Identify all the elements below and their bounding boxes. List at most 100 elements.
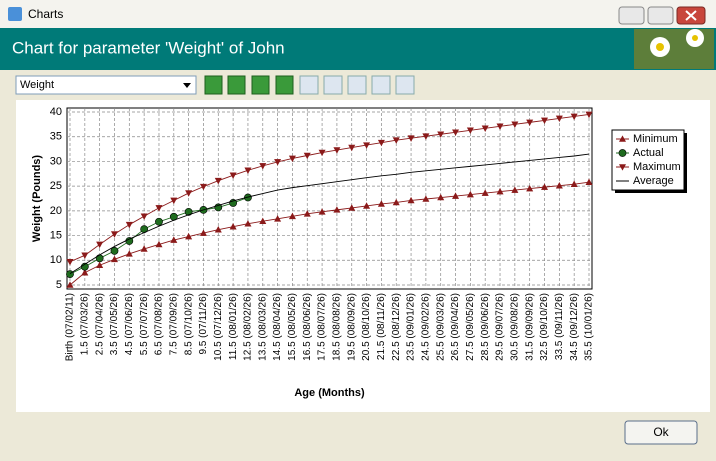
x-tick-label: 30.5 (09/08/26) — [509, 293, 520, 361]
x-tick-label: 34.5 (09/12/26) — [569, 293, 580, 361]
marker — [155, 205, 163, 212]
marker — [466, 127, 474, 134]
series-line — [69, 181, 590, 286]
marker — [155, 217, 163, 226]
marker — [259, 217, 267, 225]
x-tick-label: 20.5 (08/10/26) — [361, 293, 372, 361]
marker — [452, 129, 460, 136]
marker — [555, 115, 563, 123]
marker — [618, 149, 627, 157]
marker — [110, 255, 118, 263]
x-tick-label: 8.5 (07/10/26) — [183, 293, 194, 355]
flower-center — [656, 43, 664, 51]
marker — [618, 135, 627, 142]
marker — [407, 196, 415, 204]
marker — [303, 210, 311, 217]
x-tick-label: 19.5 (08/09/26) — [346, 293, 357, 361]
maximize-button[interactable] — [647, 6, 674, 25]
y-tick-label: 5 — [56, 279, 62, 291]
marker — [377, 200, 385, 207]
close-icon — [685, 10, 697, 21]
legend-label: Minimum — [633, 133, 678, 145]
x-tick-label: 28.5 (09/06/26) — [480, 293, 491, 361]
marker — [422, 195, 430, 202]
right-button[interactable] — [275, 75, 294, 95]
marker — [526, 119, 534, 127]
x-tick-label: Birth (07/02/11) — [65, 293, 76, 361]
x-tick-label: 10.5 (07/12/26) — [213, 293, 224, 361]
x-tick-label: 1.5 (07/03/26) — [79, 293, 90, 355]
marker — [199, 229, 207, 236]
marker — [244, 220, 252, 227]
title-bar — [0, 0, 716, 28]
marker — [110, 231, 118, 238]
marker — [66, 258, 74, 266]
marker — [140, 245, 148, 252]
x-tick-label: 18.5 (08/08/26) — [332, 293, 343, 361]
marker — [81, 269, 89, 276]
y-tick-label: 20 — [50, 205, 62, 217]
marker — [96, 261, 104, 269]
marker — [155, 240, 163, 248]
marker — [333, 206, 341, 213]
marker — [496, 187, 504, 195]
x-tick-label: 29.5 (09/07/26) — [495, 293, 506, 361]
y-tick-label: 30 — [50, 155, 62, 167]
marker — [511, 186, 519, 193]
marker — [214, 177, 222, 185]
dropdown[interactable] — [15, 75, 197, 95]
footer — [0, 412, 716, 461]
legend-label: Maximum — [633, 161, 681, 173]
plot-area — [66, 107, 593, 290]
app-icon — [8, 7, 22, 21]
marker — [363, 202, 371, 209]
x-tick-label: 26.5 (09/04/26) — [450, 293, 461, 361]
x-tick-label: 6.5 (07/08/26) — [154, 293, 165, 355]
x-tick-label: 5.5 (07/07/26) — [139, 293, 150, 355]
zoom-out-button[interactable] — [347, 75, 367, 95]
dropdown-text: Weight — [20, 79, 54, 91]
flower-center — [692, 35, 698, 41]
undo-button[interactable] — [371, 75, 391, 95]
toolbar-buttons — [204, 75, 415, 95]
marker — [348, 204, 356, 211]
marker — [526, 184, 534, 192]
y-tick-label: 35 — [50, 131, 62, 143]
zoom-in-button[interactable] — [323, 75, 343, 95]
marker — [185, 232, 193, 240]
marker — [407, 135, 415, 142]
down-button[interactable] — [227, 75, 246, 95]
marker — [318, 208, 326, 215]
marker — [511, 121, 519, 128]
minimize-button[interactable] — [618, 6, 645, 25]
marker — [363, 142, 371, 149]
x-tick-label: 4.5 (07/06/26) — [124, 293, 135, 355]
marker — [437, 193, 445, 201]
x-tick-label: 31.5 (09/09/26) — [524, 293, 535, 361]
x-tick-label: 17.5 (08/07/26) — [317, 293, 328, 361]
marker — [110, 246, 119, 255]
marker — [541, 183, 549, 190]
marker — [199, 183, 207, 191]
marker — [452, 192, 460, 199]
marker — [288, 212, 296, 220]
x-tick-label: 16.5 (08/06/26) — [302, 293, 313, 361]
x-tick-label: 7.5 (07/09/26) — [168, 293, 179, 355]
x-tick-label: 35.5 (10/01/26) — [584, 293, 595, 361]
marker — [422, 133, 430, 140]
marker — [496, 123, 504, 130]
x-tick-label: 21.5 (08/11/26) — [376, 293, 387, 360]
ok-button[interactable] — [624, 420, 698, 445]
marker — [585, 178, 593, 185]
x-tick-label: 33.5 (09/11/26) — [554, 293, 565, 360]
left-button[interactable] — [251, 75, 270, 95]
up-button[interactable] — [204, 75, 223, 95]
marker — [125, 221, 133, 229]
x-tick-label: 11.5 (08/01/26) — [228, 293, 239, 360]
marker — [288, 155, 296, 163]
marker — [555, 182, 563, 189]
edit-button[interactable] — [299, 75, 319, 95]
print-button[interactable] — [395, 75, 415, 95]
marker — [244, 167, 252, 174]
marker — [570, 180, 578, 187]
